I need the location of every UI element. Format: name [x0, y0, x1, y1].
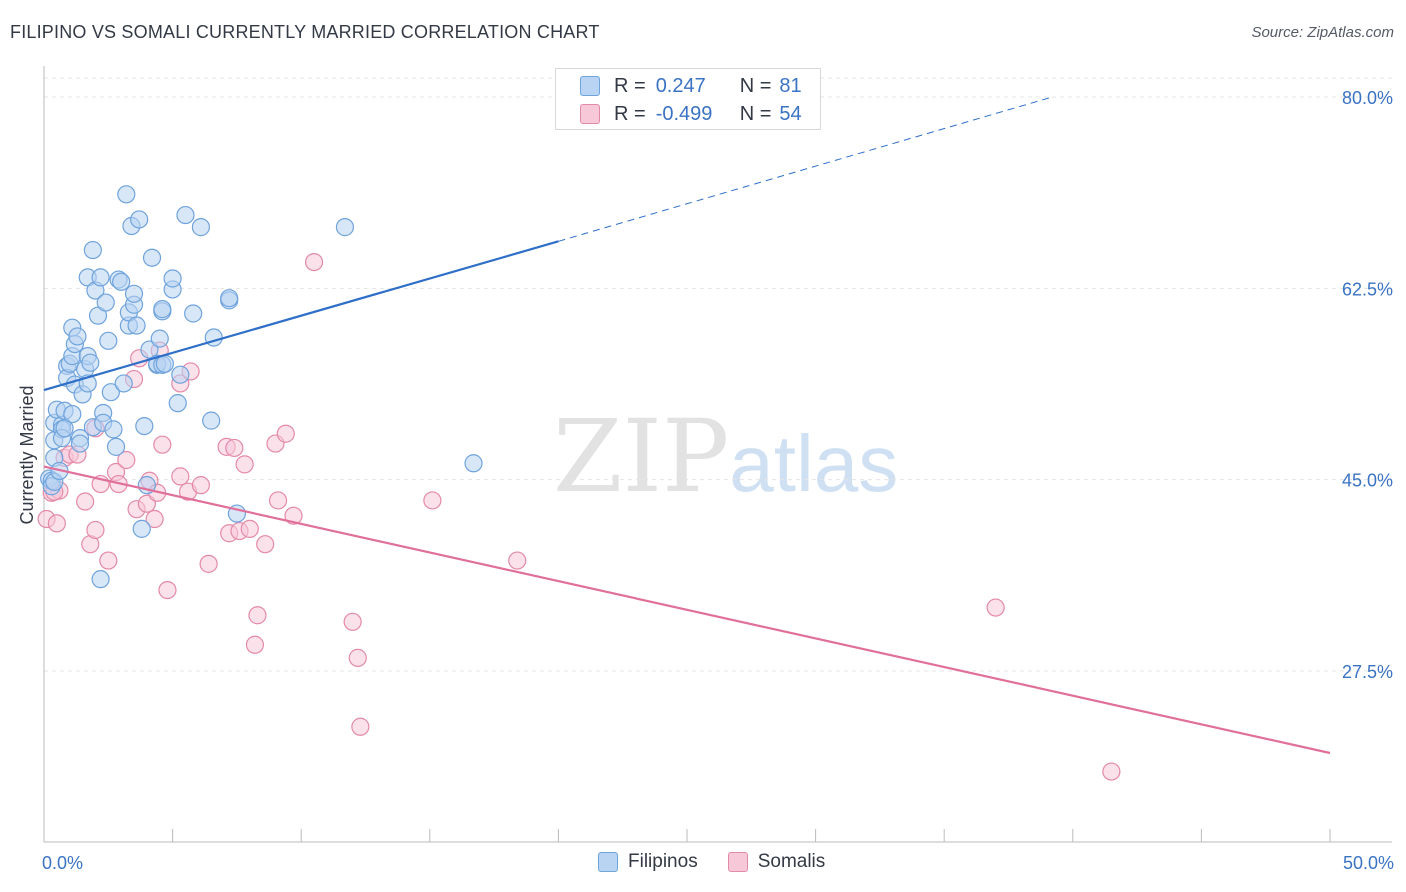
filipinos-swatch [598, 852, 618, 872]
filipino-point [163, 269, 182, 288]
somali-point [245, 635, 265, 654]
filipino-point [130, 210, 149, 229]
r-value: 0.247 [655, 74, 706, 97]
somali-point [256, 535, 275, 554]
y-tick-label: 80.0% [1342, 88, 1393, 108]
chart-title: FILIPINO VS SOMALI CURRENTLY MARRIED COR… [10, 22, 600, 42]
filipino-point [464, 454, 483, 473]
n-label: N = [739, 74, 772, 97]
filipino-point [127, 316, 146, 335]
filipino-point [81, 353, 100, 372]
series-legend: Filipinos Somalis [598, 851, 855, 873]
somali-point [235, 455, 254, 474]
somali-point [248, 606, 267, 625]
legend-row-filipinos: R = 0.247 N = 81 [580, 74, 802, 98]
r-label: R = [614, 74, 646, 97]
filipino-point [112, 272, 131, 291]
somali-point [1102, 762, 1121, 781]
n-value: 81 [779, 74, 802, 97]
filipino-point [220, 289, 239, 308]
somali-point [348, 648, 367, 667]
filipino-point [83, 240, 102, 260]
somali-point [99, 551, 118, 570]
filipino-point [104, 420, 123, 439]
filipino-point [150, 329, 169, 348]
filipino-point [124, 284, 144, 303]
source-label: Source: ZipAtlas.com [1251, 24, 1394, 41]
legend-item-filipinos[interactable]: Filipinos [598, 851, 698, 873]
somali-point [171, 467, 190, 486]
filipino-point [168, 394, 187, 413]
somali-point [343, 612, 362, 631]
filipino-point [106, 437, 126, 456]
filipino-point [184, 304, 203, 323]
somali-point [240, 519, 259, 538]
filipino-point [68, 327, 87, 346]
filipino-point [70, 434, 90, 453]
filipino-point [132, 519, 151, 538]
legend-label: Filipinos [628, 851, 698, 872]
somali-point [191, 476, 210, 495]
filipino-point [114, 374, 133, 393]
filipino-point [176, 205, 195, 225]
somali-point [351, 717, 370, 736]
watermark: ZIPatlas [553, 398, 899, 515]
legend-label: Somalis [757, 851, 826, 872]
filipino-point [91, 570, 110, 589]
filipino-point [153, 300, 172, 319]
somali-point [76, 492, 95, 511]
somali-point [423, 491, 442, 510]
filipino-point [171, 365, 190, 384]
filipino-point [99, 331, 118, 350]
filipino-point [191, 218, 210, 237]
y-axis-label: Currently Married [17, 385, 37, 524]
legend-item-somalis[interactable]: Somalis [727, 851, 826, 873]
x-tick-label: 50.0% [1343, 853, 1394, 873]
somali-point [268, 491, 288, 510]
somali-point [199, 554, 218, 573]
filipino-point [63, 404, 82, 424]
filipino-point [202, 411, 221, 430]
y-tick-label: 45.0% [1342, 471, 1393, 491]
r-label: R = [614, 102, 646, 125]
filipino-point [91, 268, 110, 287]
somali-point [47, 514, 66, 533]
somali-point [304, 252, 324, 272]
y-tick-label: 27.5% [1342, 662, 1393, 682]
y-tick-label: 62.5% [1342, 279, 1393, 299]
somalis-swatch [727, 852, 748, 872]
somalis-swatch [580, 104, 600, 124]
filipinos-trend-line [43, 240, 559, 392]
filipino-point [142, 248, 162, 267]
n-label: N = [739, 102, 772, 125]
filipino-point [335, 218, 355, 237]
somalis-trend-line [43, 465, 1331, 755]
filipinos-trend-extension [558, 96, 1053, 242]
filipino-point [135, 416, 154, 436]
legend-row-somalis: R = -0.499 N = 54 [580, 102, 802, 126]
somali-point [86, 520, 105, 540]
n-value: 54 [779, 102, 802, 125]
filipino-point [117, 185, 136, 204]
somali-point [284, 506, 303, 525]
filipino-point [96, 293, 115, 312]
filipino-point [101, 383, 120, 402]
filipinos-swatch [580, 76, 600, 96]
somali-point [117, 450, 136, 470]
somali-point [508, 551, 527, 570]
somali-point [158, 580, 177, 600]
somali-point [986, 598, 1005, 617]
somali-point [276, 424, 295, 443]
correlation-legend: R = 0.247 N = 81 R = -0.499 N = 54 [555, 68, 821, 130]
somali-point [145, 509, 164, 529]
x-tick-label: 0.0% [42, 853, 83, 873]
r-value: -0.499 [655, 102, 713, 125]
somali-point [225, 438, 244, 458]
somali-point [153, 435, 172, 454]
